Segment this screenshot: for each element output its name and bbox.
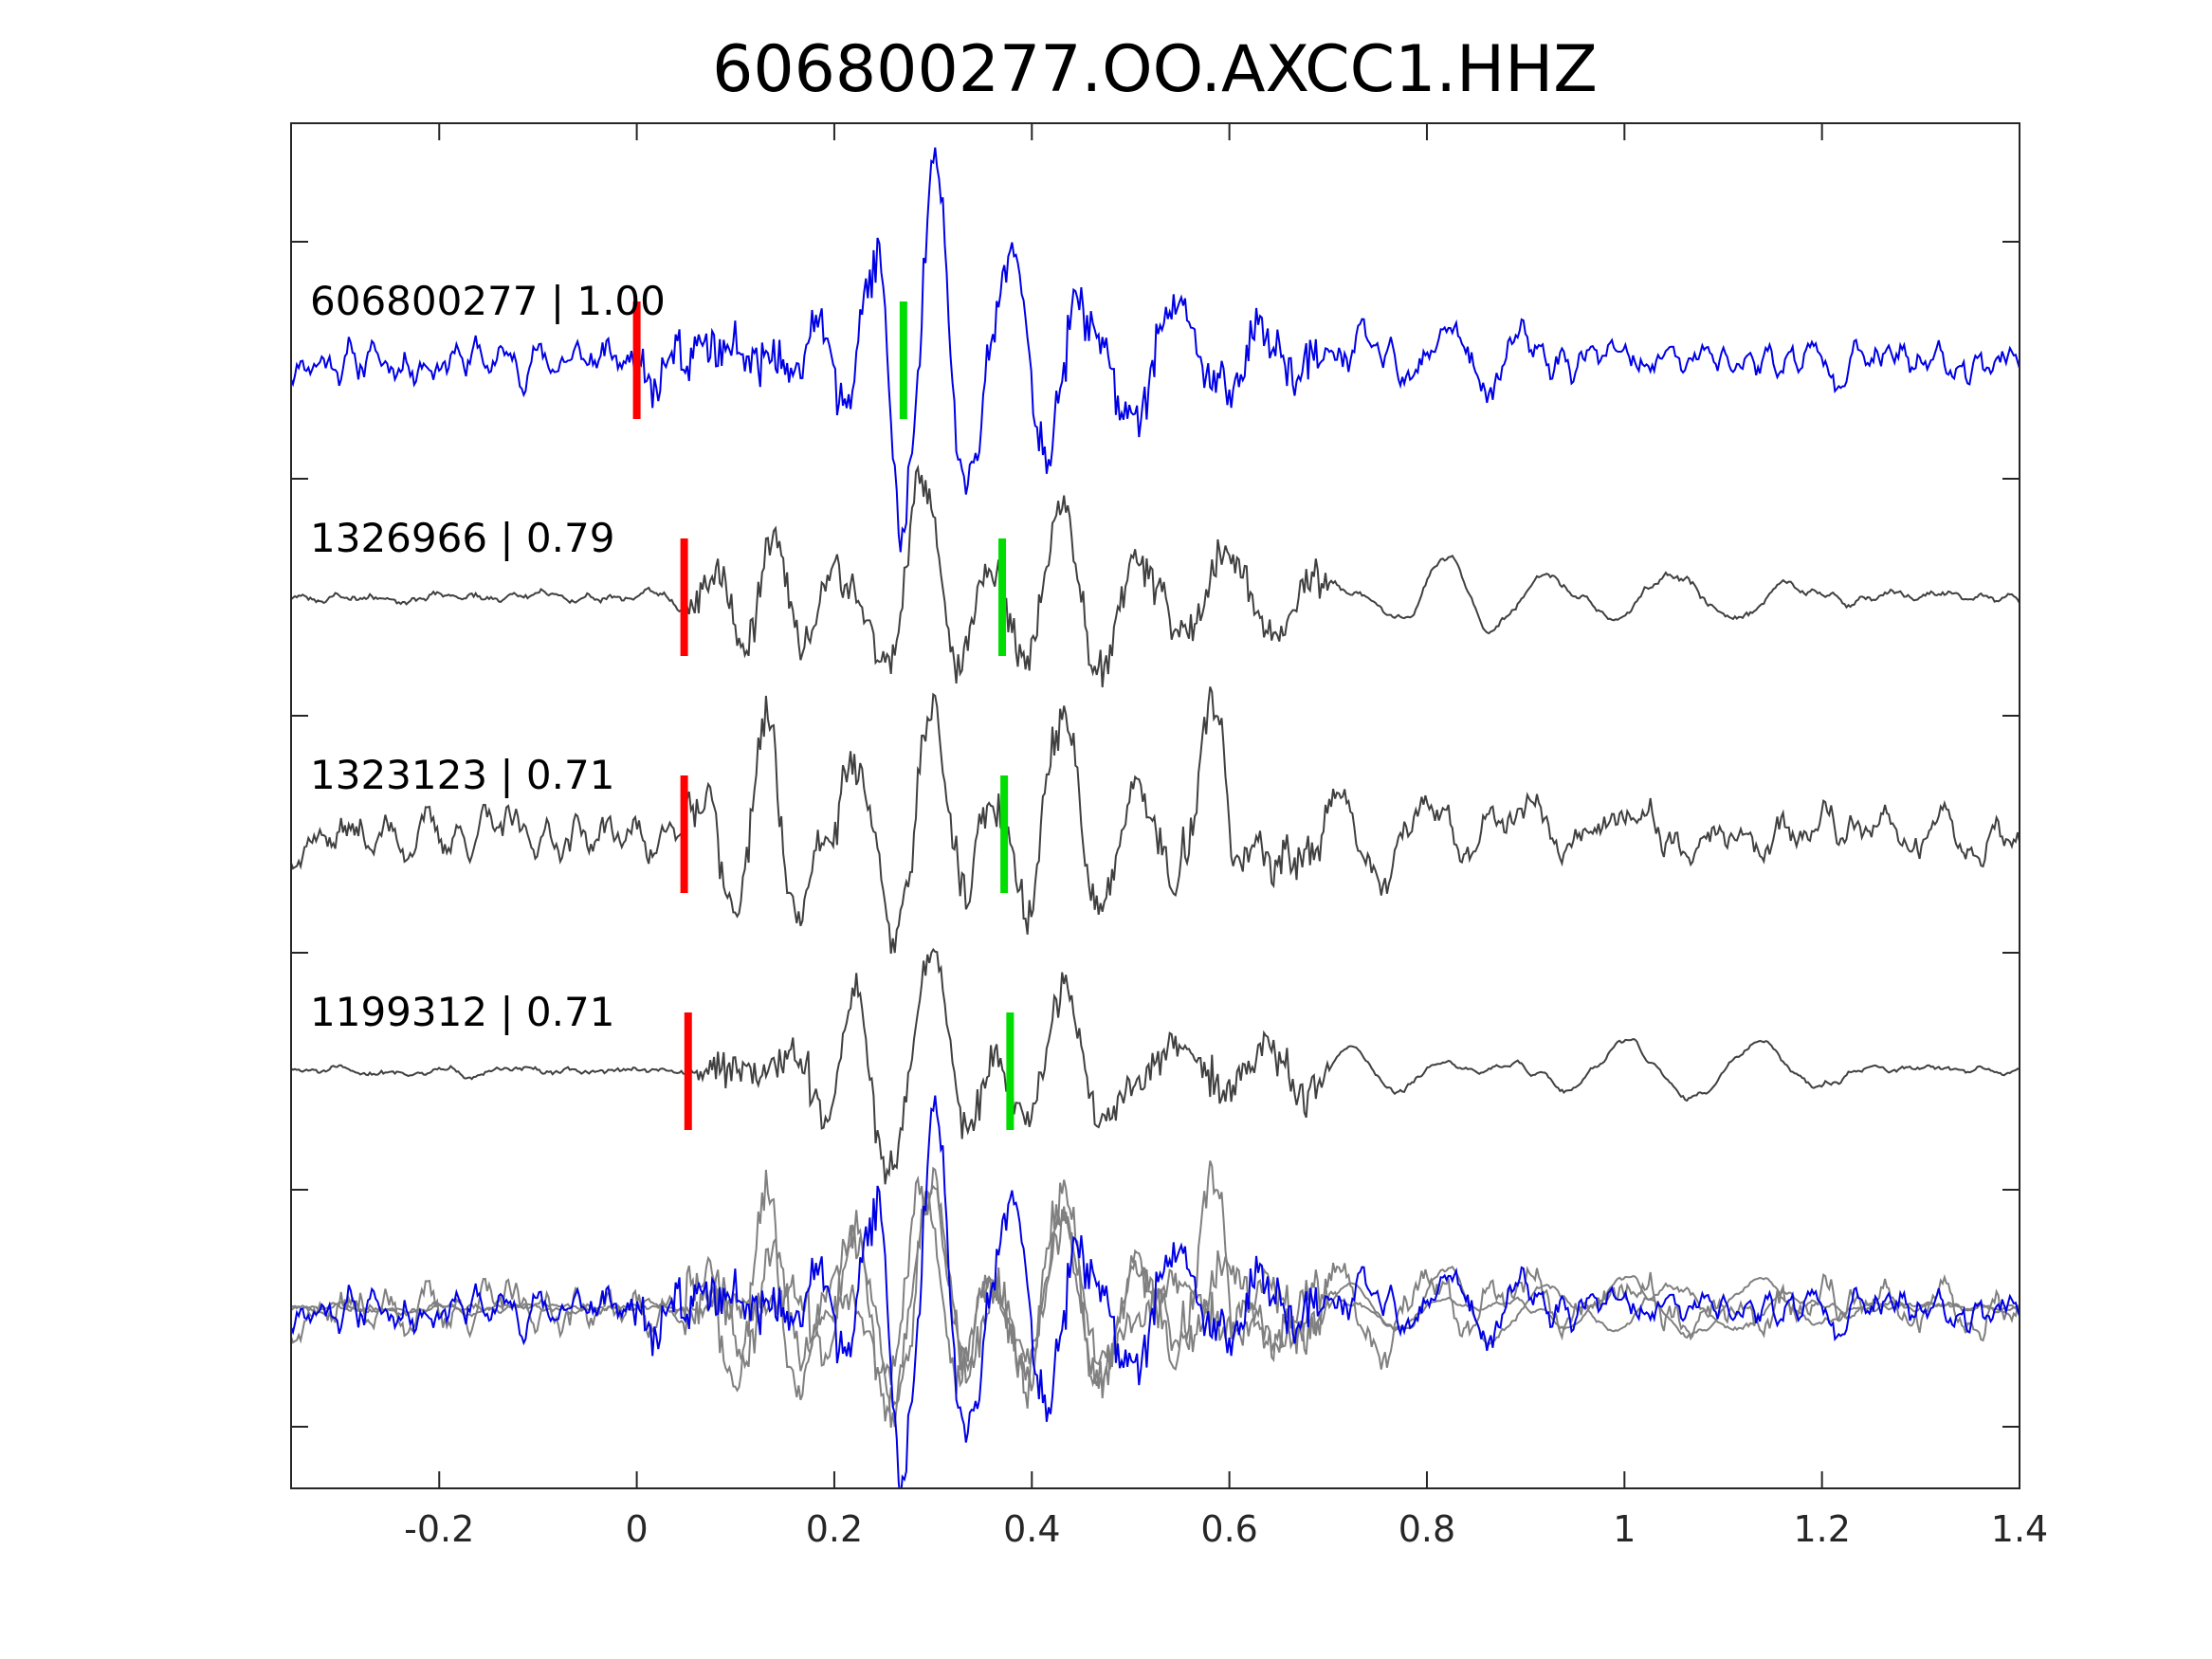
traces-layer (291, 147, 2020, 1488)
trace-1323123-waveform (291, 686, 2020, 955)
x-tick-label: 0.2 (806, 1508, 863, 1550)
x-tick-label: 1.2 (1793, 1508, 1850, 1550)
plot-area: 606800277 | 1.00 1326966 | 0.79 1323123 | … (290, 122, 2048, 1550)
x-tick-label: 0.6 (1200, 1508, 1257, 1550)
x-tick-label: 0.4 (1003, 1508, 1060, 1550)
picks-layer (632, 301, 1015, 1130)
chart-title: 606800277.OO.AXCC1.HHZ (712, 32, 1598, 107)
x-tick-label: -0.2 (404, 1508, 474, 1550)
trace-1323123-label: 1323123 | 0.71 (310, 752, 614, 798)
trace-labels-layer: 606800277 | 1.00 1326966 | 0.79 1323123 | … (310, 278, 666, 1035)
trace-1326966-label: 1326966 | 0.79 (310, 515, 614, 561)
x-tick-label: 1 (1613, 1508, 1636, 1550)
trace-1199312-waveform (291, 947, 2020, 1185)
axes-box (290, 122, 2020, 1489)
x-tick-label: 1.4 (1991, 1508, 2048, 1550)
x-tick-label: 0 (626, 1508, 649, 1550)
trace-606800277-waveform (291, 147, 2020, 553)
ticks-layer: -0.2 0 0.2 0.4 0.6 0.8 1 1.2 1.4 (291, 123, 2048, 1550)
trace-1199312-label: 1199312 | 0.71 (310, 989, 614, 1035)
trace-606800277-label: 606800277 | 1.00 (310, 278, 666, 324)
overlay-trace-606800277 (291, 1095, 2020, 1488)
trace-1326966-waveform (291, 464, 2020, 688)
x-tick-label: 0.8 (1398, 1508, 1455, 1550)
